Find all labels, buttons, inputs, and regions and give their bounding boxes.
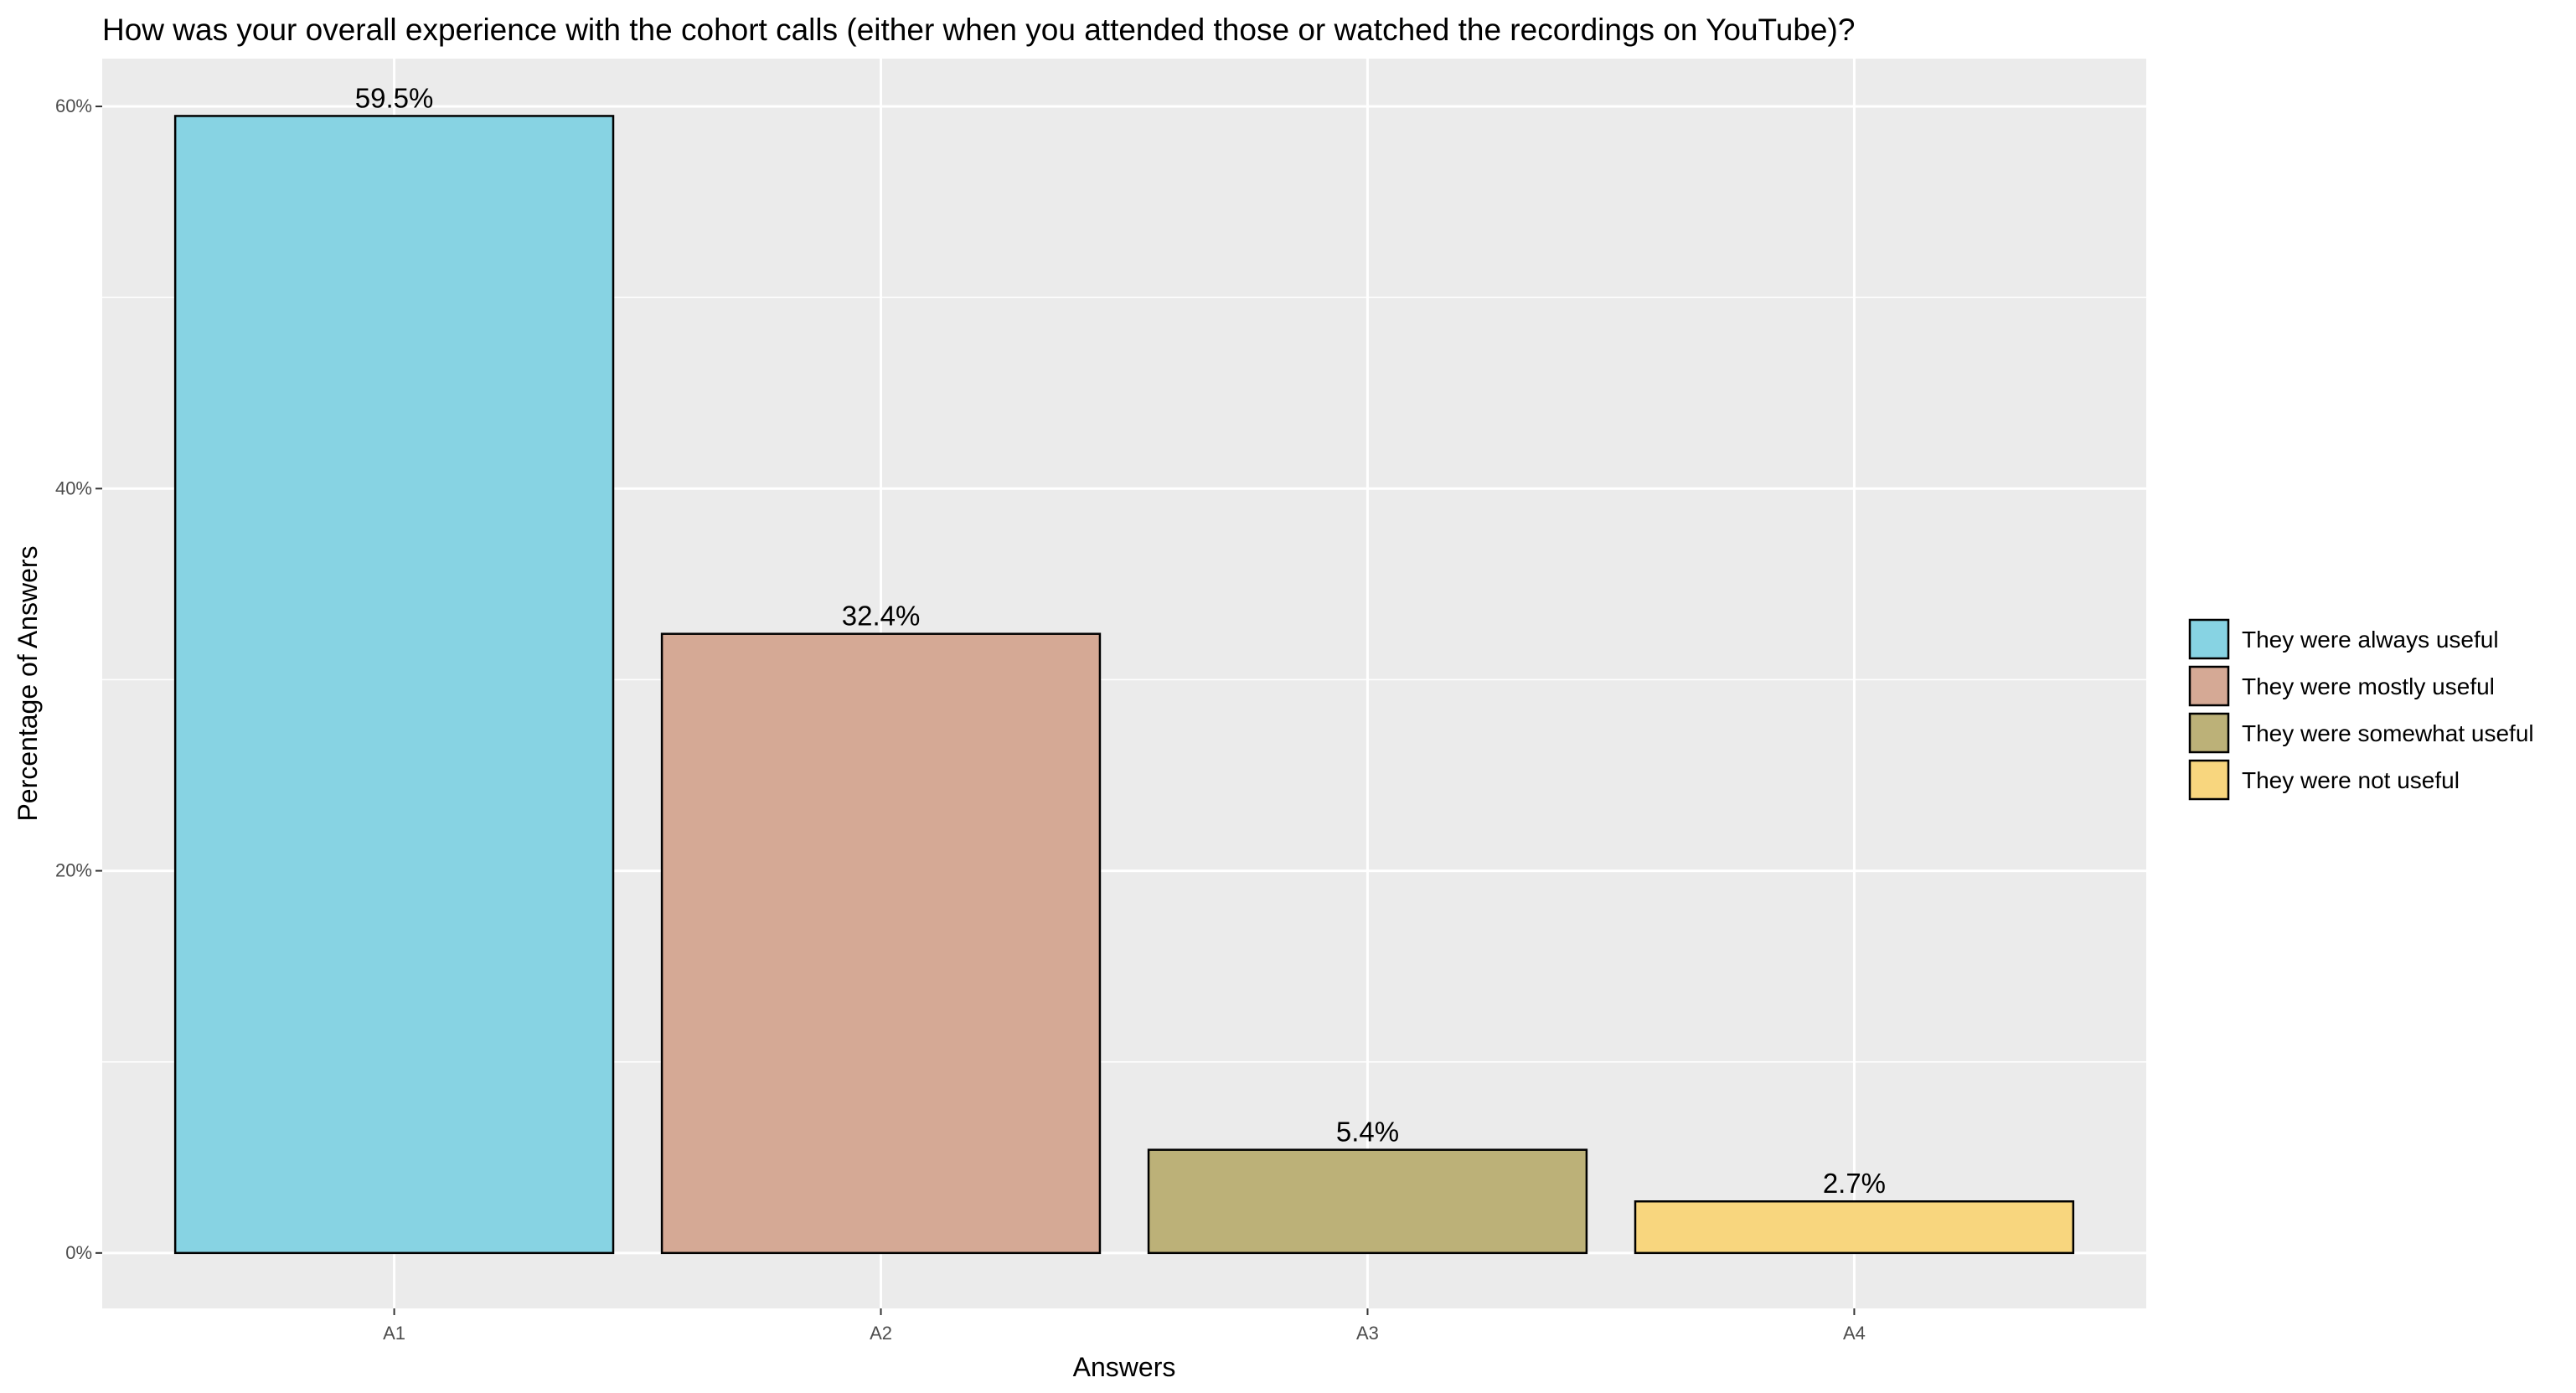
bar-a3 (1147, 1148, 1588, 1255)
data-label: 2.7% (1823, 1168, 1886, 1199)
bar-a4 (1634, 1200, 2075, 1255)
bar-a1 (173, 115, 615, 1255)
y-tick-label: 20% (55, 860, 92, 881)
y-tick-label: 40% (55, 477, 92, 498)
legend-label: They were somewhat useful (2242, 720, 2534, 746)
chart-title: How was your overall experience with the… (102, 13, 1855, 47)
legend-key (2188, 759, 2230, 801)
x-tick-label: A3 (1356, 1323, 1379, 1344)
y-axis-title: Percentage of Answers (13, 545, 43, 821)
y-tick-label: 60% (55, 95, 92, 116)
bars (173, 115, 2075, 1255)
x-axis-title: Answers (1073, 1352, 1176, 1382)
bar-a2 (660, 632, 1102, 1255)
x-axis: A1 A2 A3 A4 (383, 1308, 1866, 1344)
legend-label: They were always useful (2242, 627, 2499, 653)
legend-key (2188, 712, 2230, 754)
legend-label: They were not useful (2242, 767, 2460, 793)
data-labels: 59.5% 32.4% 5.4% 2.7% (355, 82, 1886, 1199)
y-tick-label: 0% (65, 1242, 92, 1263)
data-label: 32.4% (842, 601, 921, 632)
x-tick-label: A2 (870, 1323, 892, 1344)
legend-key (2188, 665, 2230, 707)
data-label: 5.4% (1336, 1117, 1399, 1148)
x-tick-label: A1 (383, 1323, 405, 1344)
data-label: 59.5% (355, 82, 434, 113)
legend-label: They were mostly useful (2242, 673, 2495, 699)
legend-key (2188, 618, 2230, 660)
y-axis: 0% 20% 40% 60% (55, 95, 102, 1263)
x-tick-label: A4 (1843, 1323, 1866, 1344)
legend: They were always useful They were mostly … (2188, 618, 2534, 801)
